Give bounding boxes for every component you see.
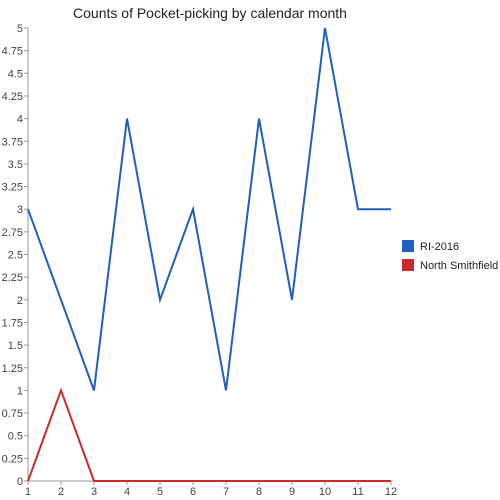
legend-swatch: [402, 259, 414, 271]
y-tick-label: 0.25: [2, 453, 23, 465]
legend: RI-2016 North Smithfield: [402, 240, 498, 272]
y-tick-label: 1.25: [2, 363, 23, 375]
x-tick-label: 4: [124, 486, 130, 498]
y-tick-label: 3.75: [2, 136, 23, 148]
x-tick-label: 9: [289, 486, 295, 498]
chart-title: Counts of Pocket-picking by calendar mon…: [73, 5, 347, 21]
series-line-ri-2016: [27, 27, 391, 391]
legend-label: North Smithfield: [420, 260, 498, 272]
x-tick-label: 1: [25, 486, 31, 498]
x-tick-label: 2: [58, 486, 64, 498]
x-tick-label: 7: [223, 486, 229, 498]
legend-swatch: [402, 240, 414, 252]
y-tick-label: 1.75: [2, 317, 23, 329]
y-tick-label: 0.5: [8, 431, 23, 443]
y-tick-label: 4.75: [2, 46, 23, 58]
series-lines: [27, 27, 391, 482]
y-axis-ticks: 0 0.25 0.5 0.75 1 1.25 1.5 1.75 2 2.25 2.5 2.75 3 3.2…: [2, 23, 28, 488]
y-tick-label: 2.5: [8, 250, 23, 262]
y-tick-label: 4.25: [2, 91, 23, 103]
y-tick-label: 3: [17, 204, 23, 216]
y-tick-label: 2: [17, 295, 23, 307]
y-tick-label: 1: [17, 385, 23, 397]
x-tick-label: 10: [319, 486, 331, 498]
x-tick-label: 3: [91, 486, 97, 498]
y-tick-label: 0.75: [2, 408, 23, 420]
y-tick-label: 3.25: [2, 182, 23, 194]
series-line-north-smithfield: [27, 387, 391, 482]
y-tick-label: 2.75: [2, 227, 23, 239]
y-tick-label: 2.25: [2, 272, 23, 284]
y-tick-label: 0: [17, 476, 23, 488]
x-tick-label: 8: [256, 486, 262, 498]
y-tick-label: 5: [17, 23, 23, 35]
y-tick-label: 4.5: [8, 68, 23, 80]
x-axis-ticks: 1 2 3 4 5 6 7 8 9 10 11 12: [25, 481, 397, 498]
y-tick-label: 1.5: [8, 340, 23, 352]
y-tick-label: 3.5: [8, 159, 23, 171]
y-tick-label: 4: [17, 114, 23, 126]
x-tick-label: 5: [157, 486, 163, 498]
legend-label: RI-2016: [420, 241, 459, 253]
x-tick-label: 12: [385, 486, 397, 498]
x-tick-label: 6: [190, 486, 196, 498]
x-tick-label: 11: [352, 486, 363, 498]
